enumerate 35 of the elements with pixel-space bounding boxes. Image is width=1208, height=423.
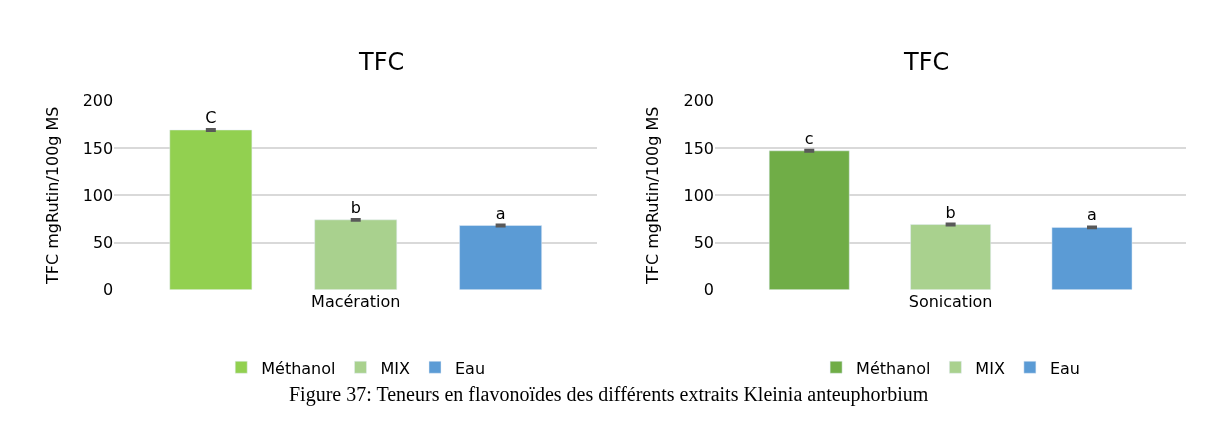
bar (910, 224, 991, 290)
y-axis-title: TFC mgRutin/100g MS (42, 106, 62, 285)
y-tick-label: 0 (703, 280, 715, 300)
bar (169, 129, 253, 290)
x-tick-label: Macération (311, 291, 401, 311)
legend-label: MIX (380, 358, 410, 378)
legend-label: Méthanol (856, 358, 931, 378)
data-label: C (205, 107, 217, 127)
data-label: a (495, 203, 506, 223)
data-label: c (804, 128, 814, 148)
y-axis-title: TFC mgRutin/100g MS (643, 106, 663, 285)
y-tick-label: 150 (82, 138, 114, 158)
y-tick-label: 50 (92, 233, 114, 253)
y-tick-label: 200 (683, 91, 715, 111)
y-tick-label: 50 (693, 233, 715, 253)
y-tick-label: 100 (82, 185, 114, 205)
bar (314, 219, 398, 290)
y-tick-label: 150 (683, 138, 715, 158)
caption: Figure 37: Teneurs en flavonoïdes des différents extraits Kleinia anteuphorbium (289, 383, 929, 406)
x-tick-label: Sonication (908, 291, 993, 311)
chart-title: TFC (358, 48, 405, 76)
legend-label: Eau (1049, 358, 1080, 378)
data-label: b (945, 202, 956, 222)
legend-label: Eau (455, 358, 486, 378)
data-label: a (1087, 205, 1097, 225)
legend-label: Méthanol (261, 358, 336, 378)
y-tick-label: 100 (683, 185, 715, 205)
bar (1051, 227, 1133, 290)
data-label: b (350, 197, 361, 217)
legend-label: MIX (975, 358, 1005, 378)
chart-title: TFC (903, 48, 950, 76)
y-tick-label: 200 (82, 91, 114, 111)
bar (459, 225, 542, 290)
bar (768, 150, 850, 290)
y-tick-label: 0 (103, 280, 114, 300)
